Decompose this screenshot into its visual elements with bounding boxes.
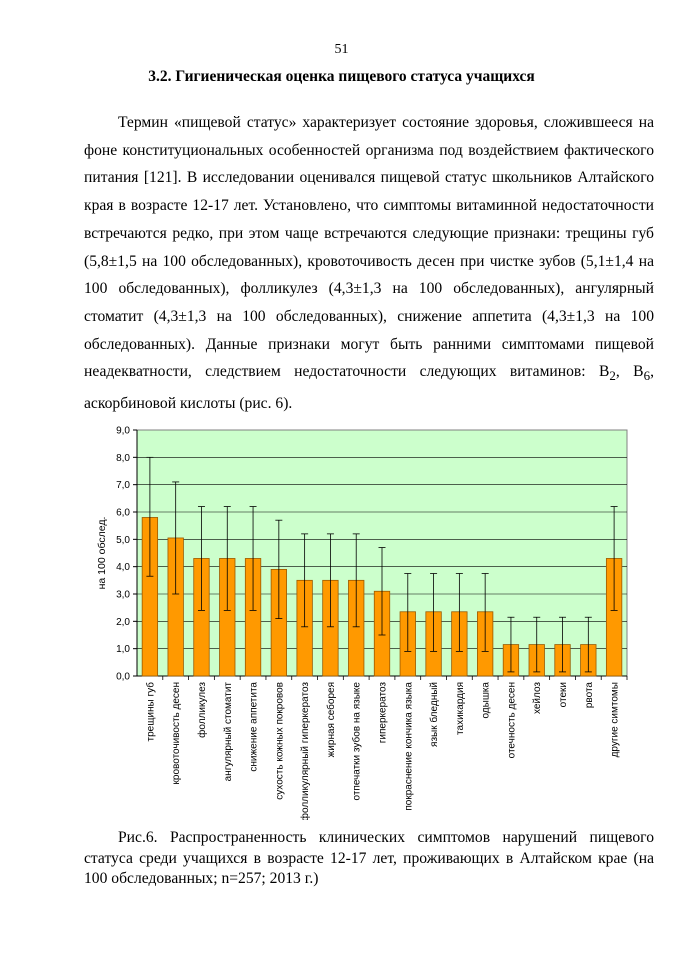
- body-paragraph: Термин «пищевой статус» характеризует со…: [84, 109, 654, 418]
- figure-caption: Рис.6. Распространенность клинических си…: [84, 829, 654, 887]
- x-category-label: сухость кожных покровов: [274, 682, 285, 800]
- y-tick-label: 8,0: [116, 453, 130, 464]
- x-category-label: гиперкератоз: [378, 682, 389, 744]
- x-category-label: язык бледный: [428, 682, 440, 747]
- x-category-label: фолликулез: [196, 682, 208, 738]
- y-tick-label: 9,0: [116, 426, 130, 437]
- x-category-label: рвота: [584, 682, 595, 709]
- x-category-label: покраснение кончика языка: [403, 682, 414, 811]
- y-tick-label: 7,0: [116, 480, 130, 491]
- x-category-label: отеки: [558, 682, 569, 707]
- paragraph-text: Термин «пищевой статус» характеризует со…: [84, 114, 654, 381]
- paragraph-tail: , аскорбиновой кислоты (рис. 6).: [84, 363, 654, 413]
- y-tick-label: 4,0: [116, 562, 130, 573]
- y-tick-label: 2,0: [116, 617, 130, 628]
- y-tick-label: 6,0: [116, 508, 130, 519]
- x-category-label: другие симтомы: [610, 682, 621, 757]
- page-number: 51: [334, 42, 349, 57]
- symptom-bar-chart: 0,0 1,0 2,0 3,0 4,0 5,0 6,0 7,0 8,0 9,0 на 100 обс…: [96, 426, 628, 820]
- x-category-label: фолликулярный гиперкератоз: [299, 682, 311, 820]
- paragraph-separator: , B: [615, 363, 644, 381]
- x-category-label: хейлоз: [532, 682, 543, 714]
- y-tick-label: 3,0: [116, 590, 130, 601]
- y-axis-label: на 100 обслед.: [96, 517, 108, 590]
- y-tick-label: 0,0: [116, 672, 130, 683]
- x-category-label: снижение аппетита: [249, 682, 260, 772]
- section-heading: 3.2. Гигиеническая оценка пищевого стату…: [148, 68, 535, 85]
- x-category-label: трещины губ: [144, 682, 156, 742]
- x-category-label: отпечатки зубов на языке: [351, 682, 363, 801]
- x-category-label: ангулярный стоматит: [223, 682, 234, 782]
- vitamin-b2-subscript: 2: [609, 368, 616, 384]
- vitamin-b6-subscript: 6: [643, 368, 651, 384]
- x-category-label: отечность десен: [506, 682, 517, 758]
- x-category-label: одышка: [481, 682, 492, 719]
- x-category-label: кровоточивость десен: [171, 682, 182, 784]
- y-tick-label: 5,0: [116, 535, 130, 546]
- y-tick-label: 1,0: [116, 644, 130, 655]
- x-category-label: жирная себорея: [325, 682, 337, 757]
- x-category-label: тахикардия: [455, 682, 466, 735]
